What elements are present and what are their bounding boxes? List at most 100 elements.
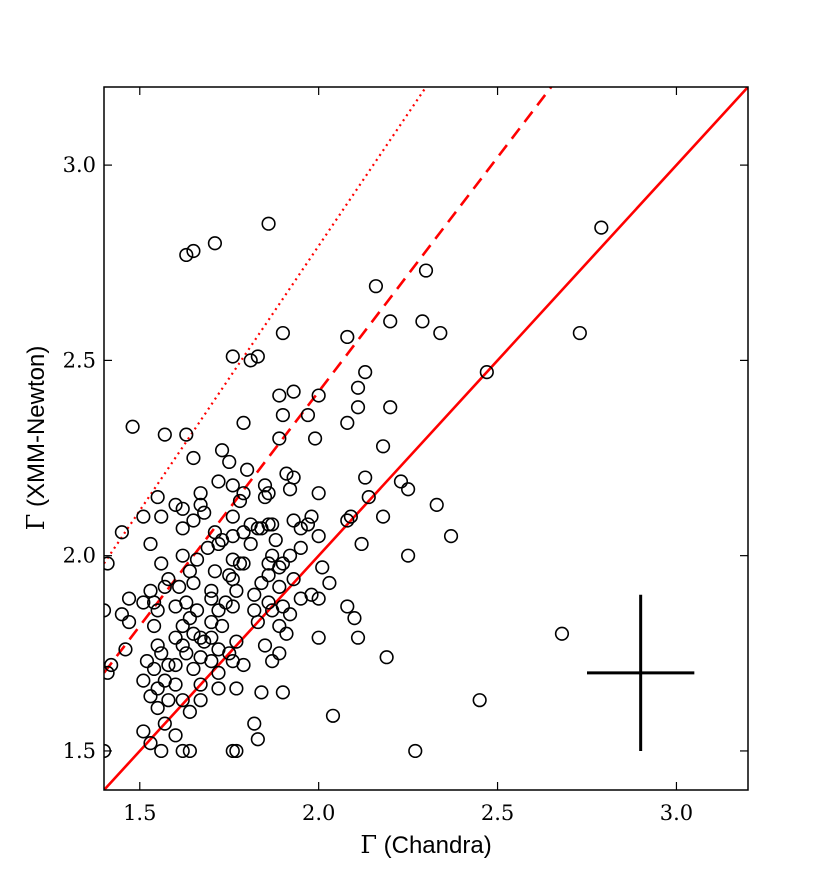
x-tick-label: 2.0	[302, 801, 335, 825]
data-point	[186, 513, 201, 528]
data-point	[261, 486, 276, 501]
data-point	[175, 638, 190, 653]
data-point	[225, 599, 240, 614]
data-point	[214, 532, 230, 548]
data-point	[243, 536, 258, 552]
data-point	[225, 743, 240, 759]
data-point	[136, 595, 151, 610]
data-point	[375, 509, 391, 524]
data-point	[232, 493, 248, 509]
data-point	[304, 509, 319, 524]
data-point	[168, 599, 183, 614]
data-point	[236, 415, 251, 430]
data-point	[146, 595, 162, 610]
data-point	[225, 509, 240, 524]
data-point	[175, 501, 190, 516]
data-point	[161, 693, 176, 708]
y-axis-label: Γ (XMM-Newton)	[22, 346, 50, 531]
data-point	[358, 365, 373, 380]
data-point	[189, 603, 205, 618]
data-point	[354, 536, 369, 552]
data-point	[286, 571, 301, 587]
data-point	[179, 646, 194, 661]
data-point	[154, 743, 169, 759]
data-point	[222, 454, 237, 470]
data-point	[379, 650, 394, 665]
data-point	[143, 536, 158, 552]
data-point	[175, 521, 190, 536]
data-point	[150, 681, 165, 696]
data-point	[218, 595, 233, 610]
data-point	[186, 575, 201, 591]
data-point	[572, 325, 587, 341]
data-point	[401, 482, 416, 497]
data-point	[168, 677, 183, 692]
data-point	[193, 677, 208, 692]
data-point	[211, 474, 226, 489]
data-point	[307, 431, 323, 446]
data-point	[383, 314, 398, 329]
data-point	[182, 743, 197, 759]
data-points	[104, 216, 609, 759]
data-point	[179, 427, 194, 442]
data-point	[193, 486, 208, 501]
data-point	[222, 646, 237, 661]
data-point	[114, 607, 129, 622]
data-point	[222, 568, 237, 583]
data-point	[286, 384, 301, 399]
data-point	[193, 497, 208, 512]
data-point	[261, 517, 276, 532]
y-tick-label: 2.5	[63, 348, 96, 372]
data-point	[250, 349, 265, 364]
data-point	[311, 630, 326, 645]
data-point	[401, 548, 416, 563]
data-point	[150, 489, 165, 505]
data-point	[168, 728, 183, 743]
data-point	[293, 591, 308, 606]
data-point	[143, 736, 158, 751]
data-point	[229, 583, 244, 598]
data-point	[275, 685, 290, 700]
data-point	[161, 657, 176, 673]
data-point	[225, 478, 240, 493]
data-point	[275, 407, 290, 423]
data-point	[121, 614, 137, 630]
y-tick-label: 2.0	[63, 544, 96, 568]
data-point	[150, 603, 165, 618]
data-point	[272, 431, 287, 446]
data-point	[257, 478, 273, 493]
data-point	[104, 665, 115, 680]
axis-ticks: 1.5 2.0 2.5 3.0 1.5 2.0 2.5 3.0	[63, 87, 748, 825]
data-point	[250, 614, 265, 630]
data-point	[150, 638, 165, 653]
data-point	[168, 657, 183, 673]
plot-frame	[103, 86, 749, 791]
data-point	[272, 618, 287, 634]
data-point	[179, 247, 194, 263]
y-tick-label: 1.5	[63, 739, 96, 763]
data-point	[340, 599, 355, 614]
data-point	[247, 716, 262, 731]
error-bar	[587, 594, 695, 751]
data-point	[350, 630, 366, 645]
data-point	[104, 603, 112, 618]
data-point	[186, 661, 201, 677]
data-point	[254, 521, 269, 536]
data-point	[350, 400, 366, 415]
data-point	[146, 661, 162, 677]
data-point	[161, 571, 176, 587]
data-point	[236, 657, 251, 673]
data-point	[157, 427, 172, 442]
data-point	[340, 415, 355, 430]
data-point	[261, 568, 276, 583]
data-point	[240, 462, 255, 477]
data-point	[340, 329, 355, 345]
data-point	[282, 548, 298, 563]
data-point	[268, 532, 283, 548]
data-point	[197, 634, 212, 649]
data-point	[415, 314, 430, 329]
data-point	[250, 732, 265, 747]
data-point	[368, 279, 384, 294]
data-point	[300, 517, 316, 532]
data-point	[265, 603, 280, 618]
